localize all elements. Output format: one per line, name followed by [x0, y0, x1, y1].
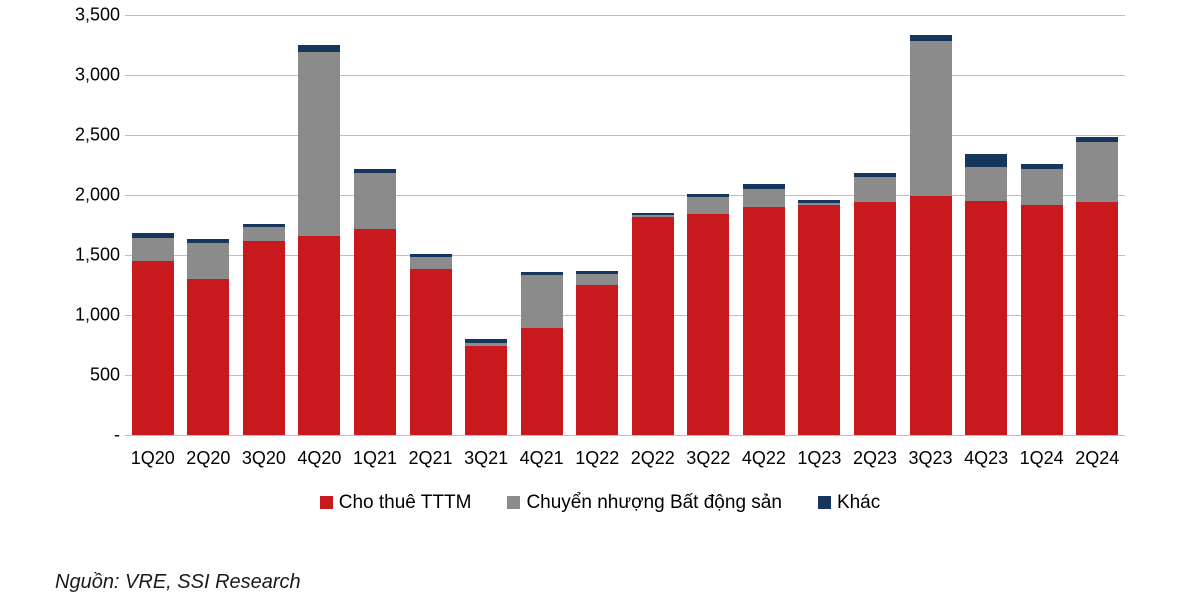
legend-swatch	[320, 496, 333, 509]
chart-bar-segment-chuyen_nhuong	[743, 189, 785, 207]
chart-bar-segment-khac	[410, 254, 452, 258]
chart-bar-segment-chuyen_nhuong	[243, 227, 285, 240]
chart-legend: Cho thuê TTTM Chuyển nhượng Bất động sản K…	[0, 492, 1200, 514]
chart-bar-segment-cho_thue_tttm	[410, 269, 452, 435]
chart-x-tick-label: 2Q21	[409, 448, 453, 469]
chart-bar-segment-khac	[854, 173, 896, 177]
chart-x-tick-label: 4Q23	[964, 448, 1008, 469]
chart-bar-segment-chuyen_nhuong	[910, 41, 952, 196]
chart-bar-segment-khac	[187, 239, 229, 243]
chart-x-tick-label: 2Q23	[853, 448, 897, 469]
chart-bar-segment-khac	[1076, 137, 1118, 142]
chart-x-tick-label: 2Q20	[186, 448, 230, 469]
chart-x-tick-label: 3Q23	[909, 448, 953, 469]
legend-item-khac: Khác	[818, 492, 880, 514]
chart-y-tick-label: 1,000	[75, 305, 120, 326]
chart-y-tick-label: 2,500	[75, 125, 120, 146]
chart-bar-segment-cho_thue_tttm	[1076, 202, 1118, 435]
chart-x-tick-label: 1Q20	[131, 448, 175, 469]
chart-bar-segment-cho_thue_tttm	[965, 201, 1007, 435]
chart-bar-segment-cho_thue_tttm	[298, 236, 340, 435]
chart-x-tick-label: 2Q24	[1075, 448, 1119, 469]
chart-y-tick-label: 1,500	[75, 245, 120, 266]
chart-gridline	[125, 435, 1125, 436]
chart-gridline	[125, 135, 1125, 136]
chart-bar-segment-chuyen_nhuong	[187, 243, 229, 279]
chart-x-tick-label: 1Q23	[797, 448, 841, 469]
chart-bar-segment-khac	[243, 224, 285, 228]
chart-bar-segment-chuyen_nhuong	[132, 238, 174, 261]
chart-x-tick-label: 1Q21	[353, 448, 397, 469]
chart-bar-segment-chuyen_nhuong	[798, 203, 840, 205]
chart-bar-segment-cho_thue_tttm	[910, 196, 952, 435]
chart-y-tick-label: 500	[90, 365, 120, 386]
chart-bar-segment-khac	[1021, 164, 1063, 169]
chart-bar-segment-chuyen_nhuong	[1021, 169, 1063, 205]
quarterly-revenue-chart: - 500 1,000 1,500 2,000 2,500 3,000 3,50…	[60, 15, 1135, 435]
chart-gridline	[125, 15, 1125, 16]
chart-plot-area: - 500 1,000 1,500 2,000 2,500 3,000 3,50…	[125, 15, 1125, 435]
chart-bar-segment-cho_thue_tttm	[687, 214, 729, 435]
chart-bar-segment-chuyen_nhuong	[354, 173, 396, 228]
chart-x-tick-label: 4Q21	[520, 448, 564, 469]
chart-x-tick-label: 3Q21	[464, 448, 508, 469]
legend-label: Cho thuê TTTM	[339, 492, 472, 513]
chart-bar-segment-cho_thue_tttm	[465, 346, 507, 435]
chart-bar-segment-khac	[632, 213, 674, 215]
chart-x-tick-label: 4Q22	[742, 448, 786, 469]
legend-item-chuyen_nhuong: Chuyển nhượng Bất động sản	[507, 492, 781, 514]
chart-bar-segment-cho_thue_tttm	[798, 205, 840, 435]
chart-y-tick-label: 3,500	[75, 5, 120, 26]
chart-bar-segment-chuyen_nhuong	[965, 167, 1007, 201]
chart-y-tick-label: -	[114, 425, 120, 446]
chart-bar-segment-cho_thue_tttm	[354, 229, 396, 435]
chart-y-tick-label: 3,000	[75, 65, 120, 86]
chart-bar-segment-khac	[798, 200, 840, 202]
chart-bar-segment-khac	[743, 184, 785, 189]
chart-bar-segment-cho_thue_tttm	[132, 261, 174, 435]
chart-bar-segment-cho_thue_tttm	[243, 241, 285, 435]
chart-x-tick-label: 3Q20	[242, 448, 286, 469]
chart-bar-segment-chuyen_nhuong	[854, 177, 896, 202]
chart-x-tick-label: 1Q22	[575, 448, 619, 469]
chart-bar-segment-khac	[354, 169, 396, 174]
legend-swatch	[818, 496, 831, 509]
chart-x-tick-label: 3Q22	[686, 448, 730, 469]
chart-bar-segment-chuyen_nhuong	[298, 52, 340, 236]
chart-x-tick-label: 4Q20	[297, 448, 341, 469]
chart-bar-segment-chuyen_nhuong	[687, 197, 729, 214]
chart-x-axis: 1Q20 2Q20 3Q20 4Q20 1Q21 2Q21 3Q21 4Q21 1Q22 2Q22…	[125, 448, 1125, 476]
legend-swatch	[507, 496, 520, 509]
chart-bar-segment-khac	[465, 339, 507, 343]
chart-bar-segment-cho_thue_tttm	[521, 328, 563, 435]
chart-x-tick-label: 2Q22	[631, 448, 675, 469]
chart-source-caption: Nguồn: VRE, SSI Research	[55, 571, 301, 594]
chart-bar-segment-cho_thue_tttm	[576, 285, 618, 435]
chart-bar-segment-chuyen_nhuong	[632, 215, 674, 216]
chart-bar-segment-chuyen_nhuong	[576, 274, 618, 285]
legend-label: Khác	[837, 492, 880, 513]
chart-x-tick-label: 1Q24	[1020, 448, 1064, 469]
legend-item-cho_thue_tttm: Cho thuê TTTM	[320, 492, 472, 514]
chart-bar-segment-cho_thue_tttm	[1021, 205, 1063, 435]
chart-y-tick-label: 2,000	[75, 185, 120, 206]
chart-bar-segment-cho_thue_tttm	[854, 202, 896, 435]
chart-bar-segment-khac	[910, 35, 952, 41]
chart-bar-segment-cho_thue_tttm	[743, 207, 785, 435]
chart-bar-segment-chuyen_nhuong	[410, 257, 452, 269]
chart-gridline	[125, 75, 1125, 76]
chart-bar-segment-khac	[687, 194, 729, 198]
chart-bar-segment-khac	[576, 271, 618, 275]
chart-bar-segment-khac	[965, 154, 1007, 167]
chart-bar-segment-cho_thue_tttm	[187, 279, 229, 435]
chart-bar-segment-chuyen_nhuong	[465, 343, 507, 347]
chart-bar-segment-khac	[521, 272, 563, 276]
chart-bar-segment-cho_thue_tttm	[632, 217, 674, 435]
chart-bar-segment-khac	[132, 233, 174, 238]
chart-bar-segment-khac	[298, 45, 340, 52]
chart-bar-segment-chuyen_nhuong	[1076, 142, 1118, 202]
legend-label: Chuyển nhượng Bất động sản	[526, 492, 781, 513]
chart-bar-segment-chuyen_nhuong	[521, 275, 563, 328]
